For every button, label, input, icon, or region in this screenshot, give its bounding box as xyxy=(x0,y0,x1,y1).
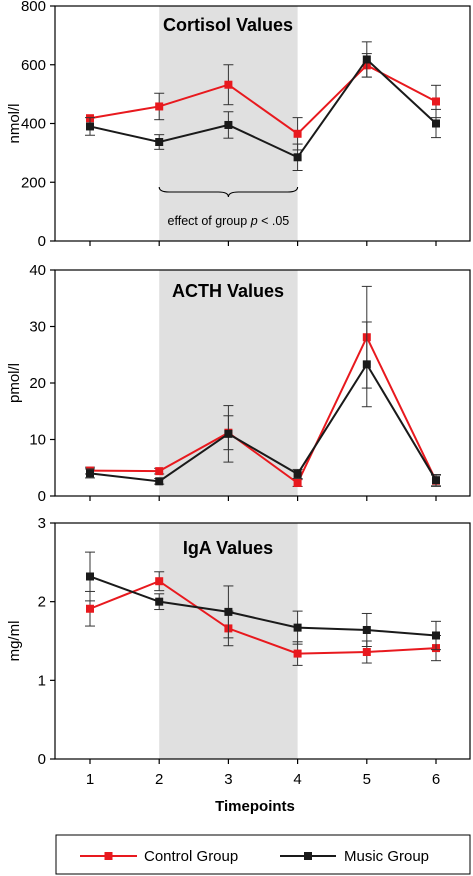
data-point xyxy=(86,469,94,478)
legend: Control Group Music Group xyxy=(55,834,471,875)
x-tick-label: 1 xyxy=(86,771,94,788)
data-point xyxy=(224,80,233,89)
data-point xyxy=(293,129,302,138)
x-tick-label: 3 xyxy=(224,771,232,788)
data-point xyxy=(432,631,440,640)
data-point xyxy=(155,577,164,586)
x-tick-label: 2 xyxy=(155,771,163,788)
data-point xyxy=(362,648,371,657)
x-axis-label: Timepoints xyxy=(215,798,295,815)
brace xyxy=(158,186,299,198)
y-tick-label: 3 xyxy=(38,515,46,532)
data-point xyxy=(362,55,371,64)
legend-item-music-group: Music Group xyxy=(280,848,429,865)
plot-frame xyxy=(54,522,471,760)
series-line xyxy=(89,362,437,483)
data-point xyxy=(362,360,371,369)
series-line xyxy=(89,334,437,485)
legend-swatch-marker xyxy=(304,852,312,860)
series-line xyxy=(89,57,437,159)
legend-swatch-marker xyxy=(104,852,113,860)
data-point xyxy=(362,625,371,634)
data-point xyxy=(293,479,302,488)
y-tick-label: 0 xyxy=(38,488,46,505)
data-point xyxy=(86,122,94,131)
data-point xyxy=(432,97,440,106)
series-music-group xyxy=(85,41,441,171)
y-tick-label: 20 xyxy=(29,375,46,392)
legend-item-control-group: Control Group xyxy=(80,848,238,865)
x-axis: 1 2 3 4 5 6 xyxy=(86,771,440,788)
legend-label: Control Group xyxy=(144,848,238,865)
panel-title: ACTH Values xyxy=(172,281,284,301)
series-music-group xyxy=(85,551,441,651)
y-axis-label: pmol/l xyxy=(6,363,23,403)
y-tick-label: 10 xyxy=(29,432,46,449)
series-line xyxy=(89,580,437,655)
y-tick-label: 30 xyxy=(29,319,46,336)
y-tick-label: 1 xyxy=(38,672,46,689)
y-tick-label: 40 xyxy=(29,262,46,279)
panel-title: Cortisol Values xyxy=(163,15,293,35)
data-point xyxy=(155,477,164,486)
x-tick-label: 6 xyxy=(432,771,440,788)
series-line xyxy=(89,575,437,637)
data-point xyxy=(155,467,164,476)
data-point xyxy=(432,119,440,128)
data-point xyxy=(293,469,302,478)
data-point xyxy=(86,604,94,613)
y-axis-label: mg/ml xyxy=(6,621,23,662)
data-point xyxy=(293,623,302,632)
x-tick-label: 5 xyxy=(363,771,371,788)
data-point xyxy=(293,153,302,162)
data-point xyxy=(432,476,440,485)
legend-box xyxy=(55,834,471,875)
annotation-prefix: effect of group xyxy=(168,214,251,228)
panel-1: 0 200 400 600 800 nmol/l Cortisol Values effect… xyxy=(6,0,471,250)
y-axis-label: nmol/l xyxy=(6,103,23,143)
data-point xyxy=(155,597,164,606)
y-tick-label: 2 xyxy=(38,594,46,611)
annotation-text: effect of group p < .05 xyxy=(168,214,290,228)
data-point xyxy=(224,607,233,616)
annotation-suffix: < .05 xyxy=(258,214,290,228)
x-tick-label: 4 xyxy=(293,771,301,788)
data-point xyxy=(224,429,233,438)
panel-3: 0 1 2 3 mg/ml IgA Values xyxy=(6,515,471,768)
series-music-group xyxy=(85,321,441,487)
data-point xyxy=(155,138,164,147)
y-tick-label: 200 xyxy=(21,174,46,191)
data-point xyxy=(86,572,94,581)
y-tick-label: 600 xyxy=(21,57,46,74)
data-point xyxy=(155,102,164,111)
panel-2: 0 10 20 30 40 pmol/l ACTH Values xyxy=(6,262,471,505)
panel-title: IgA Values xyxy=(183,538,273,558)
legend-items: Control Group Music Group xyxy=(80,848,429,865)
data-point xyxy=(293,649,302,658)
y-tick-label: 400 xyxy=(21,116,46,133)
y-tick-label: 800 xyxy=(21,0,46,15)
y-tick-label: 0 xyxy=(38,233,46,250)
y-tick-label: 0 xyxy=(38,751,46,768)
data-point xyxy=(224,120,233,129)
legend-label: Music Group xyxy=(344,848,429,865)
annotation-p: p xyxy=(250,214,258,228)
